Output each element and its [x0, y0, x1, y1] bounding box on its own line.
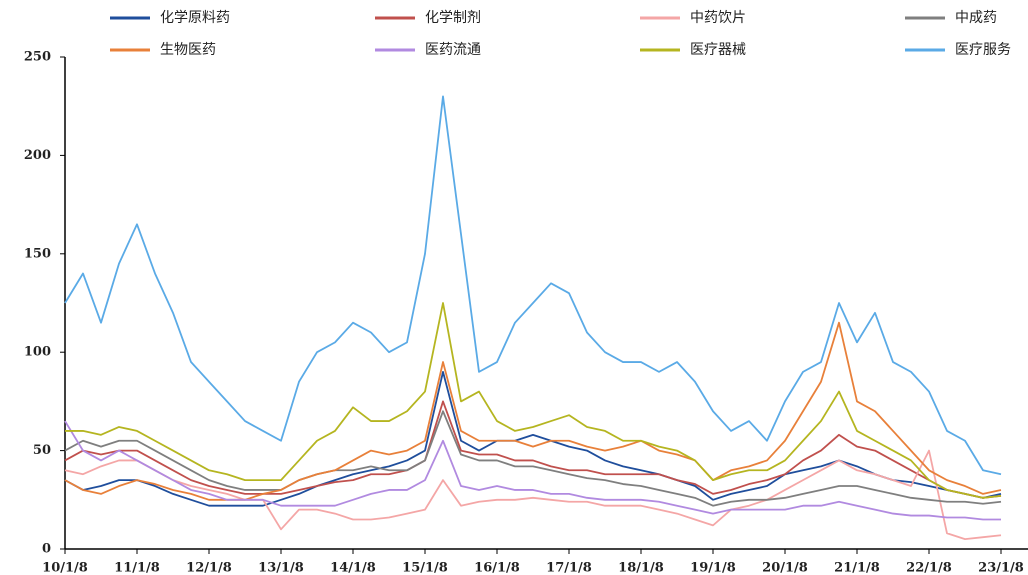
- y-tick-label: 0: [42, 542, 51, 557]
- x-tick-label: 18/1/8: [618, 561, 664, 575]
- x-tick-label: 23/1/8: [978, 561, 1024, 575]
- x-tick-label: 22/1/8: [906, 561, 952, 575]
- legend-label: 化学制剂: [425, 10, 481, 26]
- x-tick-label: 11/1/8: [114, 561, 160, 575]
- x-tick-label: 17/1/8: [546, 561, 592, 575]
- y-tick-label: 250: [24, 50, 51, 65]
- legend-label: 中药饮片: [690, 10, 746, 26]
- legend-label: 医疗器械: [690, 42, 746, 58]
- y-tick-label: 150: [24, 246, 51, 261]
- series-line: [64, 420, 1001, 521]
- series-line: [65, 302, 1002, 499]
- x-tick-label: 20/1/8: [762, 561, 808, 575]
- legend-label: 生物医药: [160, 42, 216, 58]
- x-tick-label: 16/1/8: [474, 561, 520, 575]
- series-line: [64, 95, 1002, 476]
- y-tick-label: 50: [33, 443, 51, 458]
- y-tick-label: 100: [24, 345, 51, 360]
- series-line: [64, 449, 1002, 541]
- x-tick-label: 15/1/8: [402, 561, 448, 575]
- legend-label: 医药流通: [425, 42, 481, 58]
- x-tick-label: 10/1/8: [42, 561, 88, 575]
- legend-label: 中成药: [955, 10, 997, 26]
- legend-label: 医疗服务: [955, 42, 1011, 58]
- x-tick-label: 12/1/8: [186, 561, 232, 575]
- series-line: [64, 370, 1002, 507]
- x-tick-label: 14/1/8: [330, 561, 376, 575]
- series-line: [64, 400, 1002, 499]
- series-line: [64, 410, 1002, 507]
- x-tick-label: 13/1/8: [258, 561, 304, 575]
- legend-label: 化学原料药: [160, 10, 230, 26]
- series-line: [64, 321, 1002, 501]
- y-tick-label: 200: [24, 148, 51, 163]
- x-tick-label: 19/1/8: [690, 561, 736, 575]
- x-tick-label: 21/1/8: [834, 561, 880, 575]
